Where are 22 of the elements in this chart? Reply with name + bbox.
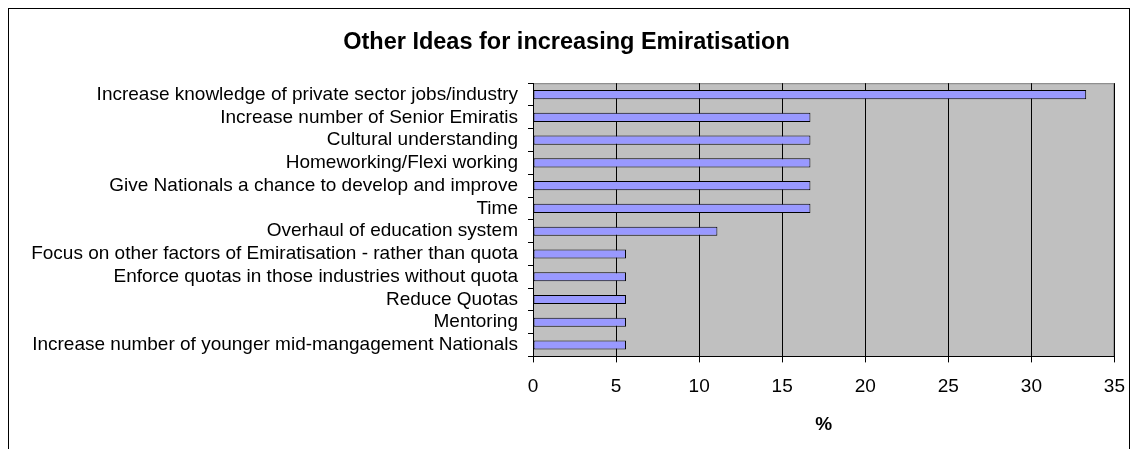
y-tick-label: Give Nationals a chance to develop and improve: [109, 173, 518, 195]
x-tick-label: 20: [854, 375, 876, 397]
y-tick-label: Increase knowledge of private sector jobs/industry: [96, 82, 519, 104]
y-tick-label: Enforce quotas in those industries without quota: [113, 264, 519, 286]
x-tick-label: 10: [688, 375, 710, 397]
y-tick-label: Homeworking/Flexi working: [285, 151, 518, 173]
x-tick-label: 25: [937, 375, 959, 397]
y-tick-label: Increase number of younger mid-mangagement Nationals: [32, 333, 518, 355]
y-tick-label: Time: [476, 196, 518, 218]
x-tick-label: 5: [610, 375, 622, 397]
y-tick-label: Increase number of Senior Emiratis: [220, 105, 518, 127]
y-tick-label: Mentoring: [433, 310, 518, 332]
y-tick-label: Reduce Quotas: [385, 287, 518, 309]
y-tick-label: Cultural understanding: [326, 128, 518, 150]
x-axis-title: %: [815, 412, 833, 434]
x-tick-label: 0: [527, 375, 539, 397]
x-tick-label: 35: [1103, 375, 1125, 397]
y-tick-label: Focus on other factors of Emiratisation - rather than quota: [31, 242, 519, 264]
x-tick-label: 15: [771, 375, 793, 397]
x-tick-label: 30: [1020, 375, 1042, 397]
chart-title: Other Ideas for increasing Emiratisation: [343, 27, 790, 54]
y-tick-label: Overhaul of education system: [266, 219, 518, 241]
